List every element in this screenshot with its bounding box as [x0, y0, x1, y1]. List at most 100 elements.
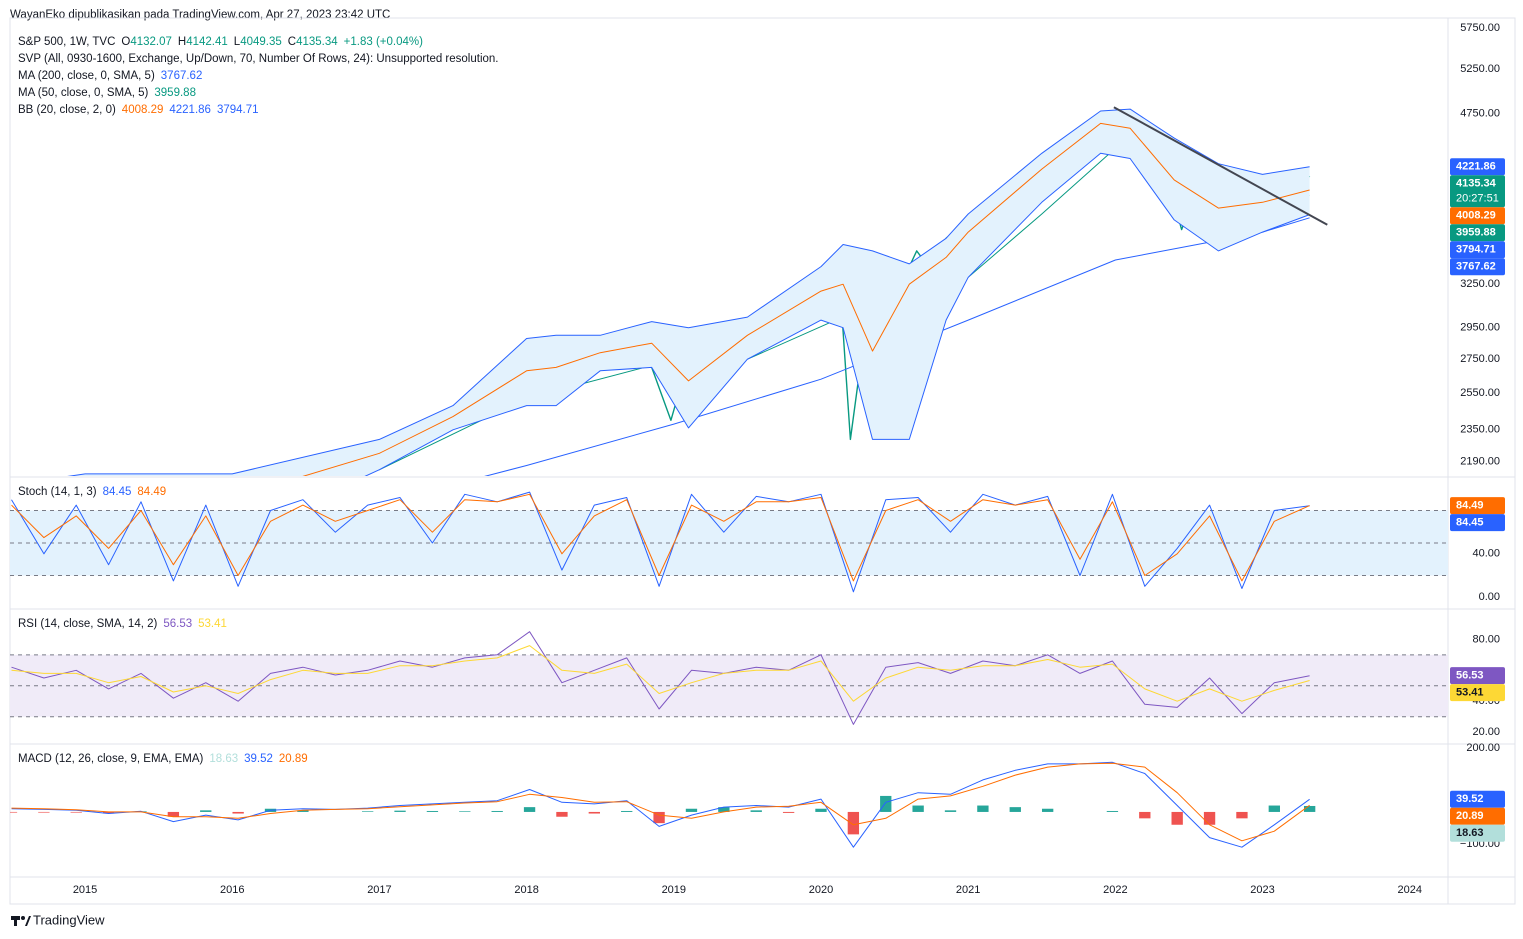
y-tick-label: 5250.00 — [1460, 63, 1500, 75]
pane — [10, 491, 1448, 593]
histogram-bar — [426, 810, 439, 812]
histogram-bar — [102, 811, 115, 814]
histogram-bar — [718, 807, 730, 812]
band-upper — [67, 108, 1310, 476]
y-tick-label: 2350.00 — [1460, 424, 1500, 436]
histogram-bar — [1106, 810, 1119, 812]
ohlc-value: 4142.41 — [186, 36, 228, 48]
y-tick-label: 2550.00 — [1460, 387, 1500, 399]
pane — [10, 631, 1448, 725]
x-tick-label: 2020 — [809, 884, 833, 896]
histogram-bar — [621, 810, 633, 812]
histogram-bar — [847, 811, 860, 835]
countdown: 20:27:51 — [1456, 193, 1499, 205]
histogram-bar — [1236, 811, 1248, 819]
histogram-bar — [653, 811, 665, 824]
price-badge-label: 3767.62 — [1456, 261, 1496, 273]
y-tick-label: 2750.00 — [1460, 353, 1500, 365]
price-badge — [1450, 667, 1505, 685]
y-tick-label: 5750.00 — [1460, 22, 1500, 34]
ohlc-label: H — [178, 36, 186, 48]
price-badge-label: 4221.86 — [1456, 161, 1496, 173]
price-badge — [1450, 497, 1505, 515]
price-badge — [1450, 824, 1505, 842]
legend-name: BB (20, close, 2, 0) — [18, 104, 116, 116]
symbol: S&P 500, 1W, TVC — [18, 36, 115, 48]
x-tick-label: 2016 — [220, 884, 244, 896]
ohlc-label: O — [121, 36, 130, 48]
legend: MACD (12, 26, close, 9, EMA, EMA) 18.63 39… — [18, 753, 308, 765]
legend-value: 20.89 — [279, 753, 308, 765]
x-tick-label: 2021 — [956, 884, 980, 896]
legend-value: 3767.62 — [161, 70, 203, 82]
price-badge-label: 4135.34 — [1456, 178, 1497, 190]
histogram-bar — [944, 810, 957, 812]
legend: S&P 500, 1W, TVC O4132.07 H4142.41 L4049.35… — [18, 36, 423, 48]
histogram-bar — [1171, 811, 1183, 825]
series-line — [11, 631, 1310, 725]
legend: MA (50, close, 0, SMA, 5) 3959.88 — [18, 87, 196, 99]
histogram-bar — [523, 807, 536, 812]
y-tick-label: 80.00 — [1472, 633, 1500, 645]
ohlc-label: L — [234, 36, 241, 48]
price-badge — [1450, 807, 1505, 825]
price-badge-label: 20.89 — [1456, 810, 1484, 822]
indicator-title: Stoch (14, 1, 3) — [18, 486, 97, 498]
histogram-bar — [588, 811, 600, 814]
price-badge-label: 3959.88 — [1456, 227, 1496, 239]
histogram-bar — [685, 808, 698, 812]
brand: TradingView — [33, 912, 105, 927]
histogram-bar — [200, 810, 212, 812]
histogram-bar — [70, 811, 82, 813]
legend-value: 4008.29 — [122, 104, 164, 116]
x-tick-label: 2018 — [514, 884, 538, 896]
histogram-bar — [1139, 811, 1151, 819]
series-line — [302, 122, 1310, 476]
price-badge — [1450, 207, 1505, 225]
publisher: WayanEko dipublikasikan pada TradingView… — [10, 9, 390, 21]
price-badge — [1450, 514, 1505, 532]
price-badge — [1450, 258, 1505, 276]
histogram-bar — [459, 811, 471, 812]
ohlc-value: 4049.35 — [240, 36, 282, 48]
series-line — [11, 762, 1310, 842]
legend-value: 3794.71 — [217, 104, 259, 116]
histogram-bar — [297, 810, 309, 812]
y-tick-label: 2950.00 — [1460, 322, 1500, 334]
legend-name: MA (200, close, 0, SMA, 5) — [18, 70, 155, 82]
histogram-bar — [10, 811, 18, 813]
histogram-bar — [394, 810, 406, 812]
legend-value: 3959.88 — [154, 87, 196, 99]
legend-value: 84.45 — [103, 486, 132, 498]
pane — [10, 761, 1316, 848]
x-tick-label: 2024 — [1397, 884, 1421, 896]
price-badge-label: 3794.71 — [1456, 244, 1496, 256]
legend: Stoch (14, 1, 3) 84.45 84.49 — [18, 486, 166, 498]
brand-logo — [11, 916, 31, 926]
legend: SVP (All, 0930-1600, Exchange, Up/Down, … — [18, 53, 498, 65]
series-line — [11, 493, 1310, 582]
price-badge — [1450, 175, 1505, 208]
legend-value: 56.53 — [163, 618, 192, 630]
price-badge — [1450, 790, 1505, 808]
legend: MA (200, close, 0, SMA, 5) 3767.62 — [18, 70, 202, 82]
legend-value: 84.49 — [137, 486, 166, 498]
y-tick-label: 3250.00 — [1460, 278, 1500, 290]
legend-name: MA (50, close, 0, SMA, 5) — [18, 87, 149, 99]
ohlc-value: 4132.07 — [130, 36, 172, 48]
histogram-bar — [556, 811, 568, 817]
histogram-bar — [361, 811, 374, 812]
y-tick-label: 200.00 — [1466, 742, 1500, 754]
y-tick-label: 4750.00 — [1460, 108, 1500, 120]
legend-value: 18.63 — [209, 753, 238, 765]
change: +1.83 (+0.04%) — [344, 36, 423, 48]
frame — [9, 17, 1516, 905]
histogram-bar — [1009, 807, 1021, 812]
legend-value: 4221.86 — [169, 104, 211, 116]
pane — [67, 106, 1328, 476]
price-badge-label: 39.52 — [1456, 793, 1484, 805]
histogram-bar — [1203, 811, 1216, 825]
x-tick-label: 2023 — [1250, 884, 1274, 896]
band-fill — [70, 109, 1310, 476]
